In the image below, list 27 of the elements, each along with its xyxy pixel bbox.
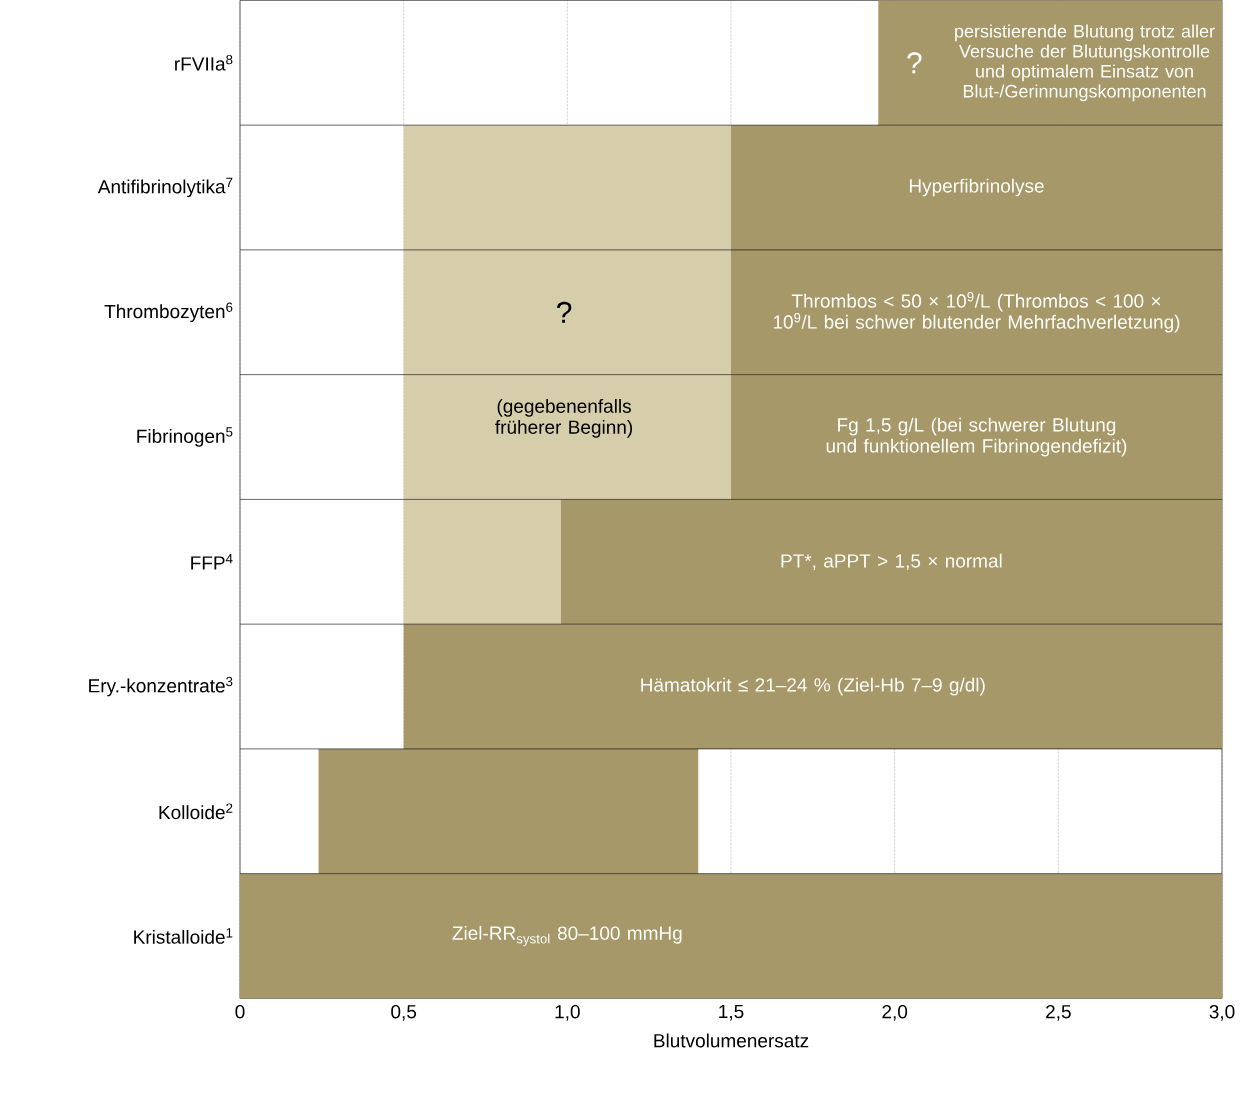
x-axis-title: Blutvolumenersatz — [654, 1033, 809, 1048]
y-tick-label: Thrombozyten$^{6}$ — [104, 302, 233, 322]
x-tick-label: 2,0 — [882, 1004, 908, 1021]
x-tick-label: 1,0 — [555, 1004, 580, 1021]
annotation: Hämatokrit ≤ 21–24 % (Ziel-Hb 7–9 g/dl) — [641, 677, 985, 696]
x-tick-label: 1,5 — [719, 1004, 744, 1021]
annotation: persistierende Blutung trotz aller Versuche der Blutungskontrolle und optimalem Einsatz von Blut-/Gerinnungskomponenten — [955, 24, 1215, 101]
annotation: PT*, aPPT > 1,5 × normal — [781, 553, 1002, 570]
x-tick-label: 0,5 — [391, 1004, 417, 1021]
y-tick-label: Ery.-konzentrate$^{3}$ — [89, 676, 233, 697]
y-tick-label: rFVIIa$^{8}$ — [175, 54, 233, 71]
annotation: Ziel-RR$_{systol}$ 80–100 mmHg — [452, 925, 682, 946]
annotation: Fg 1,5 g/L (bei schwerer Blutung und funktionellem Fibrinogendefizit) — [826, 417, 1127, 457]
x-tick-label: 0 — [235, 1004, 245, 1019]
x-tick-label: 2,5 — [1046, 1004, 1071, 1021]
x-tick-label: 3,0 — [1209, 1004, 1235, 1021]
y-tick-label: Kolloide$^{2}$ — [159, 803, 233, 819]
annotation: ? — [907, 52, 922, 74]
annotation: (gegebenenfalls früherer Beginn) — [495, 398, 633, 438]
text: Thrombos < 50 × 10$^{9}$/L (Thrombos < 100 × 10$^{9}$/L bei schwer blutender Mehrfachverletzung) — [773, 291, 1180, 333]
y-tick-label: FFP$^{4}$ — [191, 553, 233, 570]
bar — [403, 124, 732, 250]
y-tick-label: Antifibrinolytika$^{7}$ — [97, 177, 233, 198]
annotation: Hyperfibrinolyse — [909, 178, 1044, 197]
annotation: ? — [556, 301, 572, 323]
y-tick-label: Kristalloide$^{1}$ — [134, 928, 233, 944]
y-tick-label: Fibrinogen$^{5}$ — [137, 427, 233, 447]
